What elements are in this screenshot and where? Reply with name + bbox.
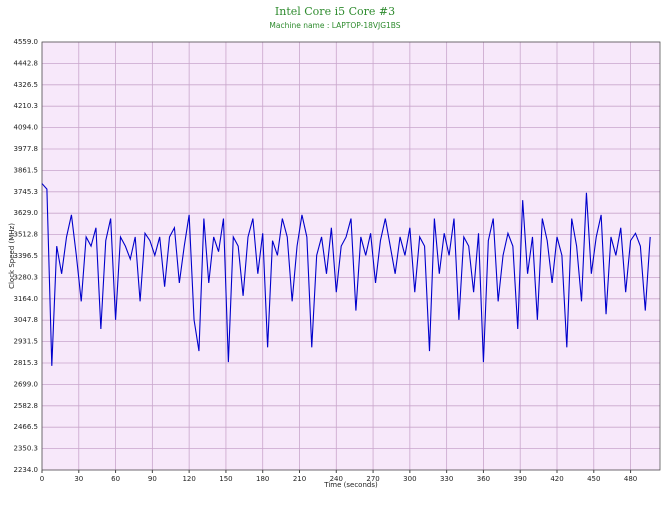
x-tick-label: 240 bbox=[330, 475, 343, 483]
x-tick-label: 120 bbox=[182, 475, 195, 483]
y-tick-label: 2234.0 bbox=[14, 466, 39, 474]
y-tick-label: 3629.0 bbox=[14, 209, 39, 217]
x-tick-label: 150 bbox=[219, 475, 232, 483]
y-tick-label: 2699.0 bbox=[14, 380, 39, 388]
chart-subtitle: Machine name : LAPTOP-18VJG1BS bbox=[269, 21, 400, 30]
x-tick-label: 90 bbox=[148, 475, 157, 483]
y-tick-label: 3164.0 bbox=[14, 295, 39, 303]
y-tick-label: 4559.0 bbox=[14, 38, 39, 46]
x-tick-label: 480 bbox=[624, 475, 637, 483]
y-tick-label: 2931.5 bbox=[14, 338, 39, 346]
y-tick-label: 3280.3 bbox=[14, 273, 39, 281]
y-tick-label: 3047.8 bbox=[14, 316, 39, 324]
y-tick-label: 2350.3 bbox=[14, 445, 39, 453]
plot-frame bbox=[41, 41, 661, 471]
x-tick-label: 360 bbox=[477, 475, 490, 483]
x-axis-label: Time (seconds) bbox=[323, 481, 378, 489]
y-tick-label: 2466.5 bbox=[14, 423, 39, 431]
y-tick-label: 4210.3 bbox=[14, 102, 39, 110]
x-tick-label: 330 bbox=[440, 475, 453, 483]
x-tick-label: 420 bbox=[550, 475, 563, 483]
y-axis-label: Clock Speed (MHz) bbox=[8, 223, 16, 289]
x-tick-label: 0 bbox=[40, 475, 44, 483]
y-tick-label: 3745.3 bbox=[14, 188, 39, 196]
y-tick-label: 3861.5 bbox=[14, 166, 39, 174]
x-tick-label: 450 bbox=[587, 475, 600, 483]
x-tick-label: 180 bbox=[256, 475, 269, 483]
y-tick-label: 3396.5 bbox=[14, 252, 39, 260]
y-tick-label: 4094.0 bbox=[14, 124, 39, 132]
y-tick-label: 3977.8 bbox=[14, 145, 39, 153]
x-tick-label: 270 bbox=[366, 475, 379, 483]
x-tick-label: 300 bbox=[403, 475, 416, 483]
x-tick-label: 390 bbox=[514, 475, 527, 483]
y-tick-label: 4442.8 bbox=[14, 59, 39, 67]
y-tick-label: 3512.8 bbox=[14, 231, 39, 239]
x-tick-label: 210 bbox=[293, 475, 306, 483]
data-line bbox=[41, 183, 651, 366]
y-tick-label: 2815.3 bbox=[14, 359, 39, 367]
y-tick-label: 2582.8 bbox=[14, 402, 39, 410]
x-tick-label: 60 bbox=[111, 475, 120, 483]
x-tick-label: 30 bbox=[74, 475, 83, 483]
chart-title: Intel Core i5 Core #3 bbox=[275, 5, 395, 18]
y-tick-label: 4326.5 bbox=[14, 81, 39, 89]
